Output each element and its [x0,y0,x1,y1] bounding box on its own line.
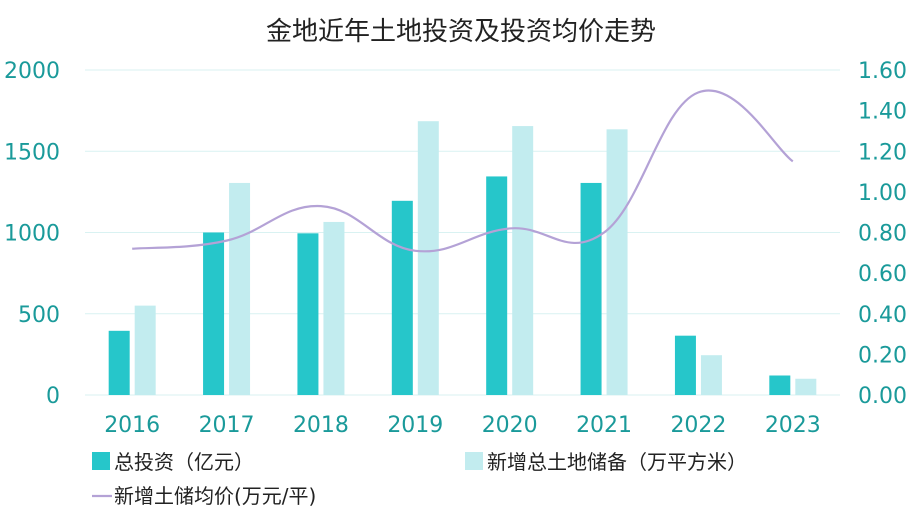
left-tick-label: 500 [18,303,60,328]
right-y-axis: 0.00 0.20 0.40 0.60 0.80 1.00 1.20 1.40 1.60 [858,59,907,409]
right-tick-label: 1.40 [858,100,907,125]
x-tick-label: 2020 [482,413,538,438]
legend: 总投资（亿元） 新增总土地储备（万平方米） 新增土储均价(万元/平) [92,450,747,508]
x-tick-label: 2017 [199,413,255,438]
legend-label-avg-price: 新增土储均价(万元/平) [114,484,316,508]
x-tick-label: 2023 [765,413,821,438]
bar-new-land-reserve [229,182,251,395]
right-tick-label: 0.40 [858,303,907,328]
left-tick-label: 1000 [4,222,60,247]
legend-label-total-investment: 总投资（亿元） [114,450,254,474]
bar-new-land-reserve [512,126,534,395]
bar-total-investment [297,233,319,395]
right-tick-label: 1.60 [858,59,907,84]
right-tick-label: 0.20 [858,343,907,368]
x-tick-label: 2021 [576,413,632,438]
bar-new-land-reserve [134,305,156,395]
right-tick-label: 1.20 [858,140,907,165]
x-axis: 2016 2017 2018 2019 2020 2021 2022 2023 [104,413,821,438]
bar-total-investment [203,232,225,395]
bar-new-land-reserve [606,129,628,395]
bar-new-land-reserve [795,378,817,395]
bar-new-land-reserve [700,355,722,395]
x-tick-label: 2016 [104,413,160,438]
bar-total-investment [674,335,696,395]
bar-total-investment [486,176,508,395]
bar-total-investment [391,200,413,395]
right-tick-label: 0.00 [858,384,907,409]
price-line-layer [132,89,794,253]
legend-swatch-new-land-reserve [465,452,483,470]
bar-new-land-reserve [417,121,439,395]
bars [108,121,817,395]
right-tick-label: 1.00 [858,181,907,206]
x-tick-label: 2019 [387,413,443,438]
grid-lines [85,69,840,396]
bar-total-investment [769,375,791,395]
right-tick-label: 0.60 [858,262,907,287]
legend-label-new-land-reserve: 新增总土地储备（万平方米） [487,450,747,474]
left-tick-label: 0 [46,384,60,409]
right-tick-label: 0.80 [858,222,907,247]
left-tick-label: 1500 [4,140,60,165]
bar-total-investment [108,330,130,395]
x-tick-label: 2022 [670,413,726,438]
left-y-axis: 0 500 1000 1500 2000 [4,59,60,409]
left-tick-label: 2000 [4,59,60,84]
x-tick-label: 2018 [293,413,349,438]
chart-title: 金地近年土地投资及投资均价走势 [266,17,656,47]
legend-swatch-total-investment [92,452,110,470]
bar-total-investment [580,182,602,395]
bar-new-land-reserve [323,221,345,395]
line-avg-price [132,89,794,253]
